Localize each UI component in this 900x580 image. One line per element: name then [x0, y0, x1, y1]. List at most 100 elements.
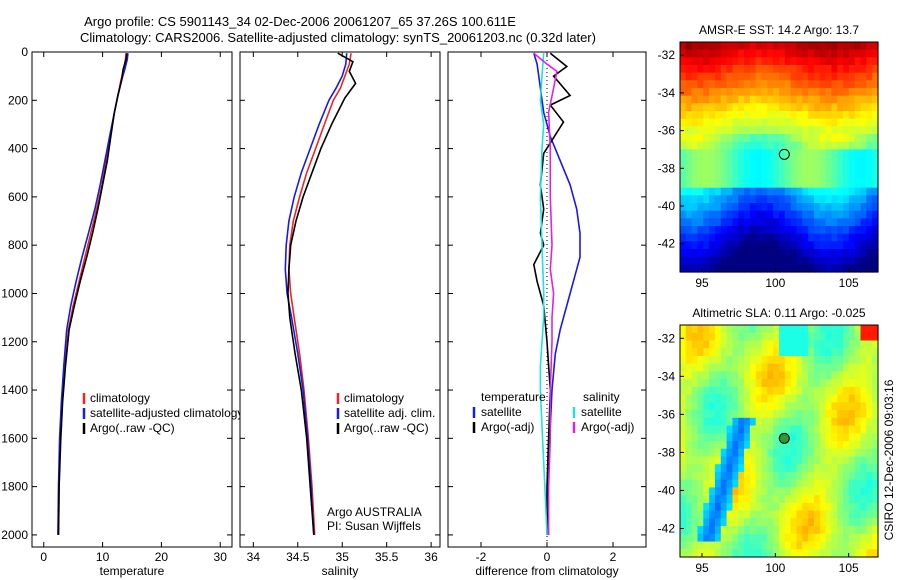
sst_map-heatmap-cell	[784, 49, 792, 58]
sla_map-heatmap-cell	[825, 533, 833, 543]
sla_map-heatmap-cell	[784, 379, 792, 388]
sla_map-heatmap-cell	[680, 425, 687, 434]
sla_map-heatmap-cell	[697, 363, 704, 372]
sla_map-heatmap-cell	[802, 479, 809, 488]
sst_map-title: AMSR-E SST: 14.2 Argo: 13.7	[699, 23, 859, 37]
sla_map-heatmap-cell	[709, 371, 716, 380]
salinity-series-argo-raw-qc-	[287, 52, 357, 535]
sst_map-heatmap-cell	[680, 103, 687, 112]
sla_map-heatmap-cell	[685, 541, 693, 550]
sst_map-heatmap-cell	[843, 111, 850, 120]
temperature-series-argo-raw-qc-	[57, 53, 128, 535]
sst_map-heatmap-cell	[790, 264, 798, 273]
temperature-plot-frame	[31, 51, 233, 548]
sst_map-heatmap-cell	[813, 264, 821, 273]
sst_map-heatmap-cell	[738, 241, 745, 250]
sla_map-heatmap-cell	[866, 417, 873, 427]
sst_map-heatmap-cell	[819, 195, 827, 204]
sst_map-heatmap-cell	[808, 57, 815, 66]
sla_map-heatmap-cell	[813, 386, 821, 396]
sst_map-heatmap-cell	[790, 210, 798, 219]
sst_map-heatmap-cell	[848, 118, 856, 127]
sla_map-heatmap-cell	[819, 379, 827, 388]
sla_map-heatmap-cell	[872, 394, 879, 403]
sla_map-heatmap-cell	[714, 394, 722, 403]
sla_map-heatmap-cell	[714, 386, 722, 396]
sst_map-heatmap-cell	[796, 111, 803, 120]
sla_map-heatmap-cell	[744, 332, 751, 342]
sla_map-heatmap-cell	[709, 417, 716, 427]
sst_map-heatmap-cell	[843, 164, 850, 173]
sla_map-heatmap-cell	[848, 433, 856, 442]
sla_map-heatmap-cell	[808, 348, 815, 357]
sst_map-heatmap-cell	[866, 42, 873, 51]
sst_map-heatmap-cell	[854, 118, 862, 127]
sla_map-heatmap-cell	[691, 417, 699, 427]
sla_map-heatmap-cell	[813, 433, 821, 442]
sla_map-heatmap-cell	[749, 549, 757, 558]
sla_map-heatmap-cell	[691, 371, 699, 380]
sla_map-heatmap-cell	[755, 425, 763, 434]
sst_map-heatmap-cell	[843, 256, 850, 265]
sla_map-heatmap-cell	[843, 332, 850, 342]
sst_map-heatmap-cell	[691, 126, 699, 135]
sla_map-heatmap-cell	[784, 402, 792, 411]
sla_map-heatmap-cell	[790, 456, 798, 465]
sla_map-heatmap-cell	[790, 502, 798, 512]
sst_map-heatmap-cell	[755, 172, 763, 181]
sla_map-heatmap-cell	[854, 417, 862, 427]
sla_map-heatmap-cell	[843, 355, 850, 365]
temperature-xtick-label: 30	[214, 550, 228, 564]
sla_map-heatmap-cell	[802, 471, 809, 481]
sst_map-heatmap-cell	[691, 57, 699, 66]
sst_map-heatmap-cell	[732, 164, 739, 173]
sst_map-heatmap-cell	[680, 226, 687, 235]
sla_map-heatmap-cell	[813, 495, 821, 504]
sst_map-heatmap-cell	[837, 233, 844, 242]
sla_map-heatmap-cell	[714, 348, 722, 357]
sst_map-heatmap-cell	[831, 57, 838, 66]
sla_map-heatmap-cell	[779, 471, 786, 481]
sst_map-heatmap-cell	[680, 72, 687, 81]
sst_map-heatmap-cell	[709, 249, 716, 258]
sla_map-heatmap-cell	[796, 410, 803, 419]
sst_map-heatmap-cell	[709, 42, 716, 51]
sla_map-heatmap-cell	[691, 441, 699, 450]
sst_map-heatmap-cell	[773, 95, 780, 104]
sla_map-heatmap-cell	[720, 464, 728, 473]
sla_map-heatmap-cell	[796, 471, 803, 481]
sst_map-heatmap-cell	[773, 249, 780, 258]
sst_map-heatmap-cell	[738, 157, 745, 166]
sla_map-heatmap-cell	[697, 549, 704, 558]
sla_map-heatmap-cell	[720, 379, 728, 388]
sst_map-heatmap-cell	[738, 111, 745, 120]
sst_map-heatmap-cell	[784, 126, 792, 135]
sla_map-heatmap-cell	[802, 394, 809, 403]
sla_map-heatmap-cell	[843, 363, 850, 372]
sla_map-heatmap-cell	[703, 456, 710, 465]
sla_map-heatmap-cell	[691, 526, 699, 535]
sla_map-heatmap-cell	[872, 479, 879, 488]
sla_map-heatmap-cell	[779, 518, 786, 527]
salinity-series-climatology	[288, 53, 352, 535]
sst_map-heatmap-cell	[790, 65, 798, 74]
sla_map-heatmap-cell	[808, 448, 815, 458]
sst_map-heatmap-cell	[866, 218, 873, 227]
sla_map-heatmap-cell	[749, 456, 757, 465]
sla_map-heatmap-cell	[703, 448, 710, 458]
sla_map-heatmap-cell	[755, 533, 763, 543]
sla_map-heatmap-cell	[685, 549, 693, 558]
sst_map-heatmap-cell	[773, 111, 780, 120]
sla_map-heatmap-cell	[680, 479, 687, 488]
sst_map-heatmap-cell	[726, 203, 734, 212]
sst_map-heatmap-cell	[819, 226, 827, 235]
sst_map-heatmap-cell	[848, 80, 856, 89]
temperature-ytick-label: 2000	[1, 528, 28, 542]
sst_map-heatmap-cell	[808, 226, 815, 235]
sst_map-heatmap-cell	[773, 180, 780, 189]
sst_map-heatmap-cell	[714, 65, 722, 74]
sla_map-heatmap-cell	[837, 526, 844, 535]
sla_map-heatmap-cell	[808, 526, 815, 535]
sla_map-heatmap-cell	[819, 448, 827, 458]
sla_map-heatmap-cell	[755, 464, 763, 473]
